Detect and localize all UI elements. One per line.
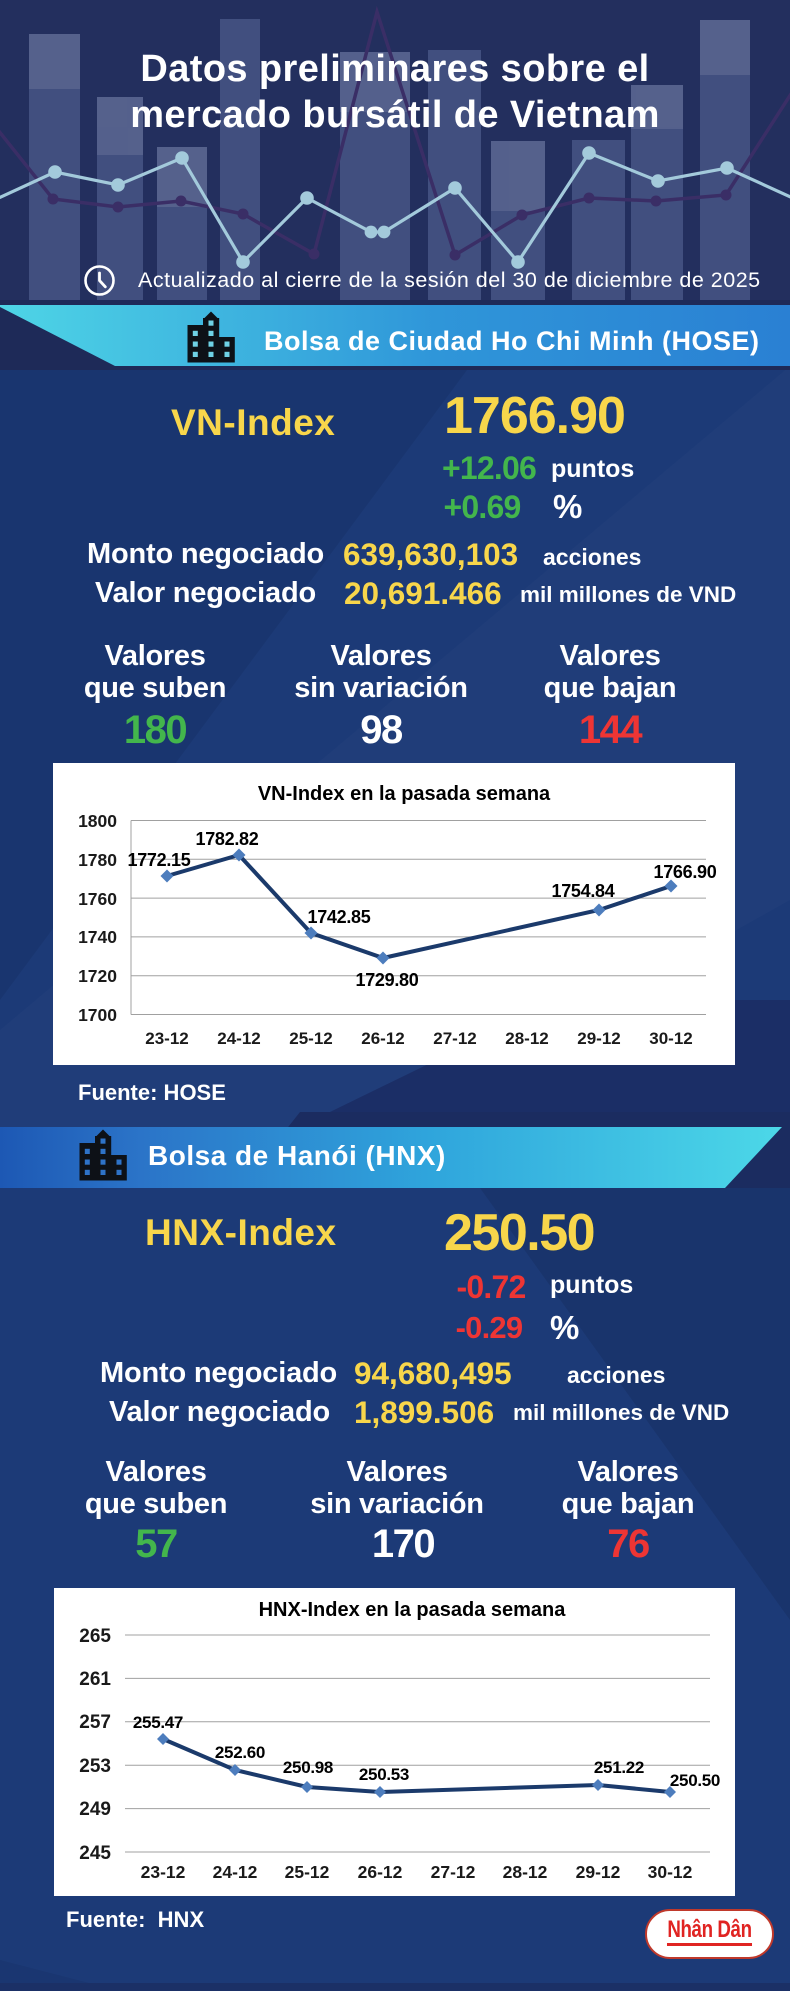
svg-text:255.47: 255.47 xyxy=(133,1713,183,1732)
svg-text:250.50: 250.50 xyxy=(670,1771,720,1790)
svg-text:1742.85: 1742.85 xyxy=(308,907,371,927)
svg-text:VN-Index en la pasada semana: VN-Index en la pasada semana xyxy=(258,783,551,805)
svg-text:250.53: 250.53 xyxy=(359,1765,409,1784)
svg-text:1780: 1780 xyxy=(78,850,117,870)
svg-text:24-12: 24-12 xyxy=(217,1029,260,1048)
svg-text:29-12: 29-12 xyxy=(577,1029,620,1048)
svg-text:1740: 1740 xyxy=(78,927,117,947)
svg-text:26-12: 26-12 xyxy=(358,1862,403,1882)
svg-text:265: 265 xyxy=(79,1626,111,1647)
svg-text:23-12: 23-12 xyxy=(145,1029,188,1048)
svg-text:25-12: 25-12 xyxy=(285,1862,330,1882)
svg-text:HNX-Index en la pasada semana: HNX-Index en la pasada semana xyxy=(259,1599,567,1621)
svg-text:27-12: 27-12 xyxy=(431,1862,476,1882)
svg-text:26-12: 26-12 xyxy=(361,1029,404,1048)
svg-text:30-12: 30-12 xyxy=(648,1862,693,1882)
svg-text:251.22: 251.22 xyxy=(594,1758,644,1777)
svg-text:1760: 1760 xyxy=(78,889,117,909)
svg-text:1720: 1720 xyxy=(78,966,117,986)
svg-text:24-12: 24-12 xyxy=(213,1862,258,1882)
svg-text:23-12: 23-12 xyxy=(141,1862,186,1882)
svg-text:29-12: 29-12 xyxy=(576,1862,621,1882)
svg-text:1729.80: 1729.80 xyxy=(356,970,419,990)
svg-text:28-12: 28-12 xyxy=(503,1862,548,1882)
svg-text:261: 261 xyxy=(79,1669,111,1690)
svg-text:1754.84: 1754.84 xyxy=(552,881,615,901)
svg-text:1700: 1700 xyxy=(78,1005,117,1025)
svg-text:1772.15: 1772.15 xyxy=(128,850,191,870)
svg-text:1800: 1800 xyxy=(78,811,117,831)
svg-text:245: 245 xyxy=(79,1843,111,1864)
svg-text:250.98: 250.98 xyxy=(283,1758,333,1777)
svg-text:253: 253 xyxy=(79,1756,111,1777)
svg-text:30-12: 30-12 xyxy=(649,1029,692,1048)
svg-text:27-12: 27-12 xyxy=(433,1029,476,1048)
svg-text:252.60: 252.60 xyxy=(215,1743,265,1762)
svg-text:25-12: 25-12 xyxy=(289,1029,332,1048)
svg-text:28-12: 28-12 xyxy=(505,1029,548,1048)
svg-text:257: 257 xyxy=(79,1712,111,1733)
svg-text:249: 249 xyxy=(79,1799,111,1820)
svg-text:1782.82: 1782.82 xyxy=(196,829,259,849)
svg-text:1766.90: 1766.90 xyxy=(654,862,717,882)
